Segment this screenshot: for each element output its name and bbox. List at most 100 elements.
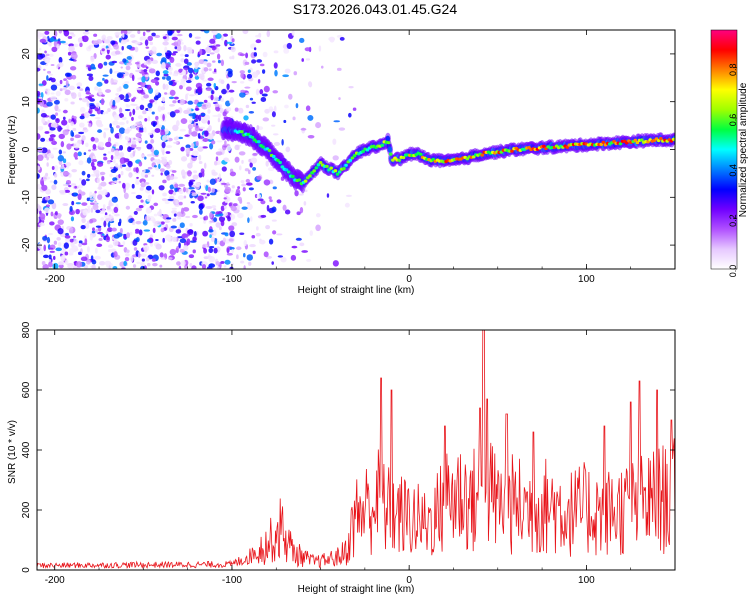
- spectrogram-noise-cell: [231, 80, 237, 84]
- spectrogram-noise-cell: [158, 185, 165, 191]
- spectrogram-noise-cell: [40, 137, 46, 142]
- spectrogram-noise-cell: [79, 115, 85, 120]
- spectrogram-noise-cell: [150, 139, 155, 144]
- spectrogram-noise-cell: [165, 151, 171, 154]
- spectrogram-noise-cell: [56, 65, 59, 69]
- spectrogram-noise-cell: [73, 152, 78, 159]
- spectrogram-noise-cell: [220, 182, 227, 185]
- spectrogram-noise-cell: [97, 62, 103, 69]
- spectrogram-noise-cell: [315, 122, 322, 129]
- colorbar-tick-label: 0.6: [728, 114, 738, 127]
- spectrogram-noise-cell: [112, 99, 116, 107]
- spectrogram-noise-cell: [255, 88, 260, 96]
- spectrogram-noise-cell: [223, 157, 229, 161]
- spectrogram-noise-cell: [274, 69, 278, 77]
- spectrogram-noise-cell: [45, 204, 51, 208]
- spectrogram-noise-cell: [153, 223, 160, 227]
- spectrogram-noise-cell: [224, 232, 229, 237]
- spectrogram-noise-cell: [97, 186, 103, 190]
- spectrogram-noise-cell: [78, 177, 82, 181]
- spectrogram-noise-cell: [134, 61, 140, 65]
- spectrogram-noise-cell: [67, 263, 74, 269]
- spectrogram-noise-cell: [70, 216, 75, 222]
- spectrogram-noise-cell: [140, 182, 146, 188]
- spectrogram-noise-cell: [145, 66, 149, 69]
- spectrogram-noise-cell: [143, 169, 146, 173]
- spectrogram-noise-cell: [186, 170, 192, 177]
- spectrogram-noise-cell: [216, 140, 223, 143]
- spectrogram-noise-cell: [40, 178, 45, 186]
- spectrogram-noise-cell: [146, 84, 152, 90]
- spectrogram-noise-cell: [64, 235, 71, 239]
- spectrogram-noise-cell: [255, 39, 262, 44]
- spectrogram-noise-cell: [37, 173, 40, 179]
- spectrogram-noise-cell: [202, 79, 209, 82]
- spectrogram-noise-cell: [296, 211, 301, 216]
- spectrogram-noise-cell: [171, 210, 178, 214]
- spectrogram-noise-cell: [180, 41, 184, 45]
- spectrogram-noise-cell: [43, 244, 47, 252]
- spectrogram-noise-cell: [198, 114, 202, 122]
- spectrogram-noise-cell: [146, 30, 151, 33]
- spectrogram-ridge-core: [329, 166, 333, 170]
- spectrogram-noise-cell: [172, 191, 177, 196]
- spectrogram-noise-cell: [339, 36, 345, 41]
- spectrogram-noise-cell: [161, 76, 166, 80]
- spectrogram-noise-cell: [55, 90, 61, 97]
- spectrogram-noise-cell: [209, 220, 215, 223]
- spectrogram-noise-cell: [221, 88, 227, 95]
- spectrogram-noise-cell: [57, 228, 64, 235]
- spectrogram-noise-cell: [37, 165, 41, 171]
- spectrogram-noise-cell: [293, 71, 298, 76]
- spectrogram-noise-cell: [238, 151, 246, 156]
- spectrogram-noise-cell: [189, 179, 196, 182]
- spectrogram-noise-cell: [194, 74, 198, 77]
- spectrogram-noise-cell: [100, 98, 105, 106]
- spectrogram-noise-cell: [180, 118, 188, 124]
- spectrogram-noise-cell: [110, 154, 114, 161]
- spectrogram-noise-cell: [128, 172, 133, 178]
- spectrogram-noise-cell: [257, 198, 264, 202]
- spectrogram-noise-cell: [230, 262, 234, 266]
- spectrogram-noise-cell: [185, 93, 188, 101]
- spectrogram-noise-cell: [184, 54, 189, 58]
- spectrogram-noise-cell: [37, 154, 44, 162]
- spectrogram-noise-cell: [159, 208, 162, 215]
- spectrogram-noise-cell: [113, 44, 119, 50]
- spectrogram-noise-cell: [133, 137, 136, 140]
- spectrogram-noise-cell: [68, 118, 72, 124]
- spectrogram-noise-cell: [87, 173, 91, 178]
- spectrogram-noise-cell: [135, 194, 143, 200]
- spectrogram-noise-cell: [224, 186, 232, 193]
- spectrogram-ridge-core: [291, 174, 295, 178]
- spectrogram-noise-cell: [123, 260, 127, 267]
- spectrogram-noise-cell: [85, 142, 89, 148]
- spectrogram-noise-cell: [197, 101, 204, 105]
- spectrogram-noise-cell: [348, 85, 354, 89]
- spectrogram-noise-cell: [247, 217, 250, 224]
- spectrogram-noise-cell: [185, 86, 192, 92]
- spectrogram-noise-cell: [207, 186, 211, 193]
- spectrogram-noise-cell: [159, 168, 165, 173]
- spectrogram-noise-cell: [228, 89, 235, 93]
- spectrogram-noise-cell: [271, 261, 274, 265]
- spectrogram-noise-cell: [185, 79, 192, 84]
- spectrogram-noise-cell: [132, 150, 136, 157]
- spectrogram-noise-cell: [58, 261, 65, 266]
- spectrogram-noise-cell: [146, 153, 153, 157]
- spectrogram-noise-cell: [124, 135, 129, 140]
- spectrogram-noise-cell: [252, 152, 258, 156]
- spectrogram-noise-cell: [243, 253, 246, 258]
- spectrogram-noise-cell: [127, 160, 133, 168]
- spectrogram-noise-cell: [271, 219, 277, 222]
- spectrogram-noise-cell: [192, 214, 198, 219]
- spectrogram-noise-cell: [78, 97, 83, 101]
- spectrogram-noise-cell: [197, 195, 204, 202]
- spectrogram-noise-cell: [105, 89, 112, 93]
- spectrogram-noise-cell: [245, 52, 249, 59]
- spectrogram-noise-cell: [91, 173, 97, 177]
- snr-x-tick-label: -200: [45, 575, 65, 586]
- spectrogram-noise-cell: [261, 93, 268, 97]
- spectrogram-noise-cell: [213, 217, 217, 223]
